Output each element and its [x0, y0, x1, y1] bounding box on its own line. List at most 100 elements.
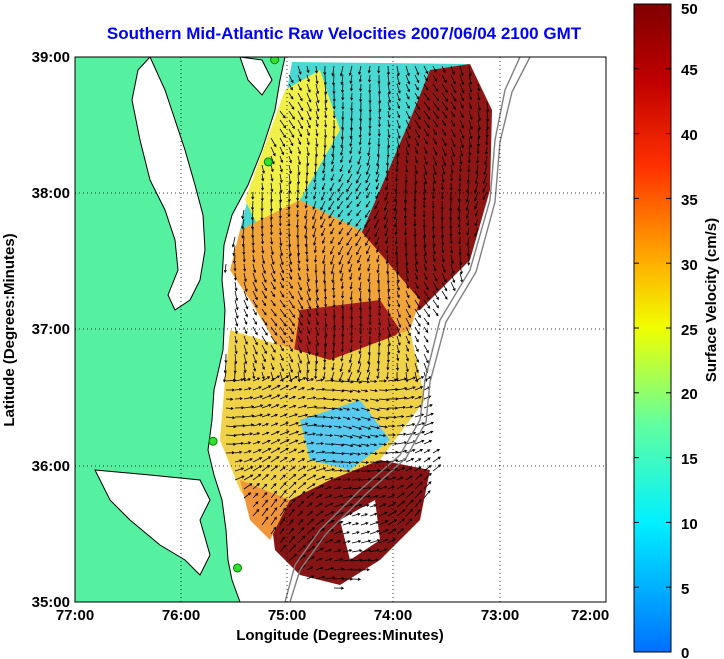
velocity-vector [288, 263, 293, 273]
velocity-vector [306, 119, 311, 129]
velocity-vector [405, 386, 416, 391]
velocity-vector [342, 503, 354, 508]
velocity-vector [358, 65, 362, 76]
velocity-vector [306, 527, 316, 535]
velocity-vector [342, 380, 354, 384]
velocity-vector [270, 191, 274, 203]
velocity-vector [297, 482, 307, 490]
velocity-vector [459, 92, 465, 102]
velocity-vector [432, 281, 439, 292]
velocity-vector [441, 254, 445, 263]
velocity-vector [306, 405, 318, 409]
velocity-vector [355, 182, 362, 192]
velocity-vector [378, 110, 382, 121]
velocity-vector [441, 146, 447, 157]
velocity-vector [450, 110, 455, 118]
velocity-region-south-orange [240, 480, 290, 540]
velocity-vector [450, 272, 456, 284]
velocity-vector [367, 344, 371, 356]
velocity-vector [331, 65, 335, 77]
velocity-vector [297, 299, 304, 310]
velocity-vector [378, 379, 388, 383]
velocity-vector [288, 182, 292, 194]
velocity-vector [414, 263, 419, 273]
velocity-vector [338, 245, 344, 256]
velocity-vector [342, 443, 354, 448]
velocity-vector [360, 389, 369, 393]
velocity-vector [279, 474, 286, 481]
velocity-vector [306, 502, 313, 508]
velocity-vector [405, 101, 410, 110]
velocity-vector [360, 407, 371, 412]
velocity-vector [396, 290, 400, 299]
velocity-vector [441, 263, 446, 274]
velocity-vector [315, 519, 325, 526]
velocity-vector [315, 74, 319, 85]
velocity-vector [233, 263, 237, 272]
velocity-vector [414, 499, 422, 508]
velocity-vector [297, 422, 309, 427]
velocity-vector [261, 404, 272, 409]
velocity-vector [396, 405, 407, 409]
velocity-vector [322, 371, 326, 380]
velocity-vector [333, 494, 344, 499]
velocity-vector [477, 110, 482, 122]
velocity-vector [278, 209, 282, 220]
velocity-vector [459, 128, 465, 139]
velocity-vector [393, 200, 398, 212]
velocity-vector [315, 458, 327, 463]
velocity-vector [405, 308, 411, 319]
velocity-vector [468, 110, 473, 120]
velocity-vector [297, 473, 307, 481]
velocity-vector [279, 110, 286, 119]
velocity-vector [279, 191, 283, 203]
velocity-vector [351, 558, 363, 562]
velocity-vector [423, 317, 430, 326]
velocity-vector [358, 128, 362, 139]
velocity-vector [440, 182, 445, 191]
velocity-vector [261, 448, 272, 454]
velocity-vector [288, 155, 292, 164]
velocity-vector [315, 424, 326, 428]
velocity-vector [405, 326, 411, 337]
velocity-vector [423, 290, 430, 300]
velocity-vector [234, 441, 245, 445]
velocity-vector [458, 236, 462, 245]
velocity-vector [477, 83, 481, 92]
velocity-vector [339, 65, 344, 77]
velocity-vector [423, 173, 427, 185]
velocity-vector [396, 476, 404, 481]
velocity-vector [315, 110, 320, 120]
y-tick-label: 39:00 [32, 49, 70, 66]
velocity-vector [323, 290, 328, 301]
velocity-vector [375, 191, 380, 200]
velocity-vector [477, 128, 481, 140]
velocity-vector [297, 92, 303, 102]
velocity-vector [385, 371, 389, 380]
velocity-vector [333, 379, 345, 383]
velocity-vector [458, 227, 462, 236]
velocity-vector [466, 236, 470, 247]
velocity-vector [441, 245, 445, 254]
velocity-vector [355, 191, 362, 200]
velocity-vector [243, 458, 253, 463]
velocity-vector [468, 137, 472, 149]
velocity-vector [378, 433, 387, 438]
velocity-vector [467, 254, 471, 266]
velocity-vector [449, 173, 454, 182]
velocity-vector [261, 516, 269, 526]
velocity-vector [441, 155, 447, 167]
velocity-vector [432, 182, 436, 193]
velocity-vector [288, 119, 295, 130]
velocity-vector [279, 404, 287, 409]
velocity-vector [355, 218, 362, 227]
velocity-vector [342, 460, 353, 464]
velocity-vector [423, 281, 429, 291]
colorbar-label: Surface Velocity (cm/s) [703, 218, 720, 382]
velocity-vector [234, 459, 243, 463]
velocity-vector [252, 344, 258, 355]
velocity-vector [450, 92, 457, 102]
velocity-vector [332, 308, 336, 319]
velocity-vector [414, 146, 419, 155]
velocity-vector [387, 450, 399, 454]
